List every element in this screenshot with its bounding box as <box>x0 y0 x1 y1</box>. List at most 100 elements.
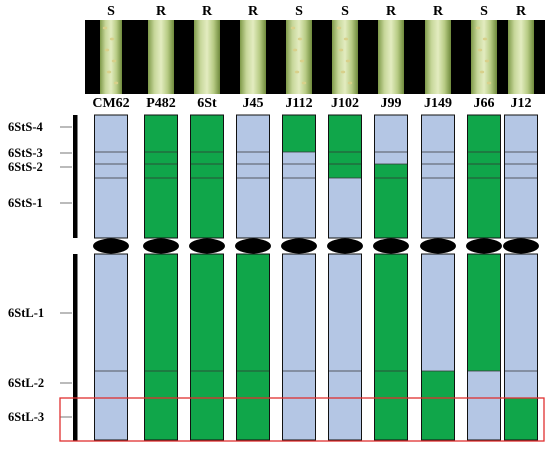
lesion-spot <box>343 37 349 41</box>
leaf-photo <box>100 20 122 94</box>
short-arm-segment-6StS-4 <box>374 115 408 152</box>
phenotype-label: S <box>295 4 303 19</box>
long-arm-outline <box>144 253 178 441</box>
long-arm-segment-6StL-1 <box>467 254 501 371</box>
phenotype-label: R <box>433 4 444 19</box>
lesion-spot <box>290 26 296 30</box>
short-arm-segment-6StS-2 <box>374 164 408 178</box>
long-arm-segment-6StL-1 <box>144 254 178 371</box>
short-arm-segment-6StS-3 <box>374 152 408 164</box>
centromere <box>93 238 129 254</box>
short-arm-segment-6StS-2 <box>236 164 270 178</box>
short-arm-segment-6StS-2 <box>467 164 501 178</box>
long-arm-segment-6StL-2 <box>94 371 128 398</box>
long-arm-segment-6StL-3 <box>94 398 128 440</box>
lesion-spot <box>297 37 303 41</box>
short-arm-segment-6StS-2 <box>282 164 316 178</box>
centromere <box>189 238 225 254</box>
bin-label: 6StS-4 <box>8 120 43 134</box>
lesion-spot <box>111 59 117 63</box>
long-arm-segment-6StL-2 <box>282 371 316 398</box>
lesion-spot <box>109 37 115 41</box>
short-arm-segment-6StS-2 <box>504 164 538 178</box>
long-arm-segment-6StL-2 <box>236 371 270 398</box>
long-arm-outline <box>374 253 408 441</box>
short-arm-outline <box>282 114 316 239</box>
short-arm-segment-6StS-2 <box>190 164 224 178</box>
long-arm-segment-6StL-2 <box>374 371 408 398</box>
short-arm-outline <box>94 114 128 239</box>
leaf-photo <box>286 20 312 94</box>
bin-label: 6StL-3 <box>8 410 44 424</box>
long-arm-segment-6StL-1 <box>328 254 362 371</box>
centromere <box>143 238 179 254</box>
long-arm-outline <box>282 253 316 441</box>
long-arm-segment-6StL-3 <box>467 398 501 440</box>
line-name-labels: CM62 P482 6St J45 J112 J102 J99 J149 J66 J12 <box>92 96 531 111</box>
short-arm-segment-6StS-1 <box>467 178 501 238</box>
long-arm-outline <box>190 253 224 441</box>
short-arm-segment-6StS-1 <box>328 178 362 238</box>
long-arm-segment-6StL-1 <box>282 254 316 371</box>
short-arm-segment-6StS-1 <box>144 178 178 238</box>
bin-label: 6StL-2 <box>8 376 44 390</box>
lesion-spot <box>292 48 298 52</box>
long-arm-segment-6StL-1 <box>504 254 538 371</box>
short-arm-segment-6StS-2 <box>421 164 455 178</box>
phenotype-label: R <box>386 4 397 19</box>
line-name-label: P482 <box>146 96 176 111</box>
short-arm-segment-6StS-4 <box>236 115 270 152</box>
line-name-label: CM62 <box>92 96 129 111</box>
short-arm-segment-6StS-3 <box>144 152 178 164</box>
centromere <box>466 238 502 254</box>
lesion-spot <box>347 81 353 85</box>
short-arm-segment-6StS-4 <box>421 115 455 152</box>
long-arm-outline <box>421 253 455 441</box>
leaf-photos <box>100 20 534 94</box>
long-arm-segment-6StL-3 <box>504 398 538 440</box>
bin-label: 6StS-1 <box>8 196 43 210</box>
short-arm-segment-6StS-3 <box>236 152 270 164</box>
leaf-photo <box>508 20 534 94</box>
short-arm-outline <box>374 114 408 239</box>
short-arm-segment-6StS-4 <box>504 115 538 152</box>
short-arm-segment-6StS-1 <box>374 178 408 238</box>
long-arm-outline <box>467 253 501 441</box>
line-name-label: J12 <box>511 96 532 111</box>
long-arm-segment-6StL-2 <box>190 371 224 398</box>
lesion-spot <box>301 81 307 85</box>
long-arm-segment-6StL-1 <box>236 254 270 371</box>
centromere <box>503 238 539 254</box>
lesion-spot <box>477 48 483 52</box>
long-arm-bin-bar <box>73 254 78 441</box>
lesion-spot <box>338 48 344 52</box>
short-arm-outline <box>421 114 455 239</box>
lesion-spot <box>475 26 481 30</box>
short-arm-segment-6StS-3 <box>190 152 224 164</box>
long-arm-segment-6StL-1 <box>94 254 128 371</box>
lesion-spot <box>345 59 351 63</box>
lesion-spot <box>294 70 300 74</box>
short-arm-outline <box>144 114 178 239</box>
long-arm-segment-6StL-2 <box>421 371 455 398</box>
long-arm-outline <box>504 253 538 441</box>
long-arm-segment-6StL-3 <box>374 398 408 440</box>
short-arm-outline <box>236 114 270 239</box>
centromere <box>373 238 409 254</box>
short-arm-segment-6StS-4 <box>190 115 224 152</box>
long-arm-segment-6StL-2 <box>328 371 362 398</box>
phenotype-label: S <box>107 4 115 19</box>
short-arm-segment-6StS-3 <box>282 152 316 164</box>
lesion-spot <box>482 37 488 41</box>
short-arm-segment-6StS-1 <box>190 178 224 238</box>
long-arm-segment-6StL-3 <box>144 398 178 440</box>
lesion-spot <box>104 48 110 52</box>
long-arm-segment-6StL-3 <box>236 398 270 440</box>
short-arm-outline <box>504 114 538 239</box>
line-name-label: J66 <box>474 96 495 111</box>
short-arm-segment-6StS-4 <box>282 115 316 152</box>
centromere <box>420 238 456 254</box>
short-arm-segment-6StS-4 <box>144 115 178 152</box>
